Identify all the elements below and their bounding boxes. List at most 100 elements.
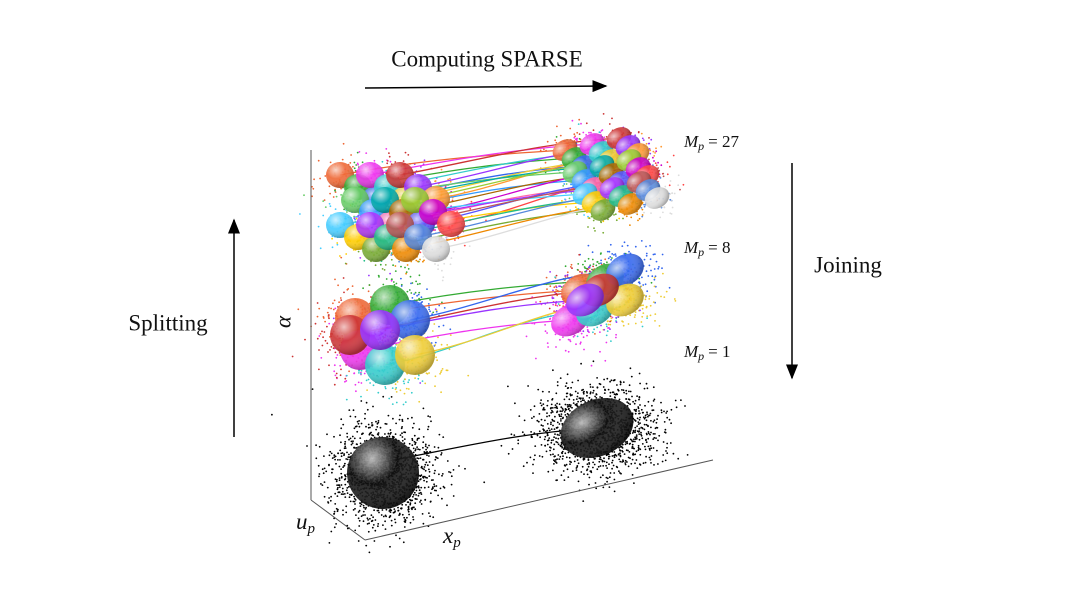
point — [373, 509, 375, 512]
point — [401, 432, 403, 435]
point — [606, 480, 608, 483]
point — [348, 496, 351, 499]
point — [562, 336, 564, 338]
point — [366, 408, 369, 411]
point — [606, 320, 609, 323]
point — [362, 514, 364, 516]
point — [336, 478, 338, 481]
point — [665, 412, 668, 414]
point — [334, 307, 337, 310]
point — [637, 421, 640, 424]
point — [599, 253, 602, 255]
point — [413, 422, 415, 425]
point — [319, 333, 322, 335]
point — [647, 275, 650, 277]
point — [626, 244, 629, 247]
point — [534, 445, 537, 447]
point — [661, 253, 664, 256]
point — [441, 473, 444, 475]
point — [441, 474, 443, 477]
point — [514, 402, 516, 405]
point — [573, 460, 576, 463]
point — [663, 296, 666, 298]
point — [330, 307, 332, 310]
point — [589, 392, 592, 395]
point — [547, 427, 550, 430]
point — [615, 333, 617, 336]
point — [348, 409, 351, 411]
point — [673, 298, 676, 300]
point — [579, 270, 581, 273]
point — [348, 370, 350, 373]
point — [343, 464, 346, 467]
point — [315, 457, 318, 460]
point — [418, 492, 421, 495]
point — [580, 400, 582, 403]
point — [411, 297, 414, 299]
point — [652, 301, 655, 303]
point — [385, 423, 388, 425]
point — [642, 462, 645, 465]
point — [441, 497, 443, 500]
point — [438, 433, 441, 436]
point — [658, 325, 661, 327]
point — [331, 471, 333, 474]
point — [578, 253, 581, 256]
point — [626, 401, 629, 403]
point — [609, 380, 611, 383]
point — [645, 455, 647, 458]
point — [566, 373, 569, 376]
point — [655, 437, 657, 439]
point — [442, 324, 445, 327]
point — [650, 269, 652, 272]
point — [337, 284, 339, 287]
point — [347, 486, 350, 488]
point — [406, 290, 409, 293]
point — [413, 434, 416, 437]
point — [652, 447, 655, 449]
point — [668, 286, 671, 289]
point — [592, 389, 595, 392]
point — [358, 425, 361, 428]
point — [377, 391, 380, 394]
point — [670, 422, 672, 425]
point — [344, 380, 346, 383]
point — [550, 447, 552, 449]
point — [576, 459, 579, 461]
point — [350, 452, 352, 454]
point — [536, 419, 539, 422]
point — [353, 497, 356, 500]
point — [550, 411, 553, 414]
point — [500, 444, 503, 447]
point — [351, 285, 354, 287]
point — [644, 283, 647, 286]
point — [381, 509, 384, 511]
point — [333, 456, 336, 458]
point — [362, 504, 365, 507]
point — [404, 266, 406, 269]
point — [416, 485, 418, 488]
point — [564, 385, 567, 387]
point — [420, 493, 423, 495]
point — [621, 447, 624, 449]
point — [638, 396, 641, 398]
point — [357, 381, 360, 384]
point — [577, 379, 579, 382]
point — [564, 465, 567, 467]
point — [338, 484, 341, 487]
point — [586, 468, 589, 471]
point — [334, 478, 337, 481]
point — [372, 384, 375, 387]
point — [449, 334, 452, 336]
point — [343, 291, 345, 294]
point — [611, 257, 613, 259]
point — [632, 452, 635, 455]
point — [657, 439, 659, 442]
point — [635, 450, 638, 453]
point — [338, 301, 340, 304]
point — [559, 338, 561, 341]
point — [358, 519, 361, 522]
point — [587, 268, 589, 270]
point — [425, 461, 428, 464]
point — [424, 443, 427, 446]
